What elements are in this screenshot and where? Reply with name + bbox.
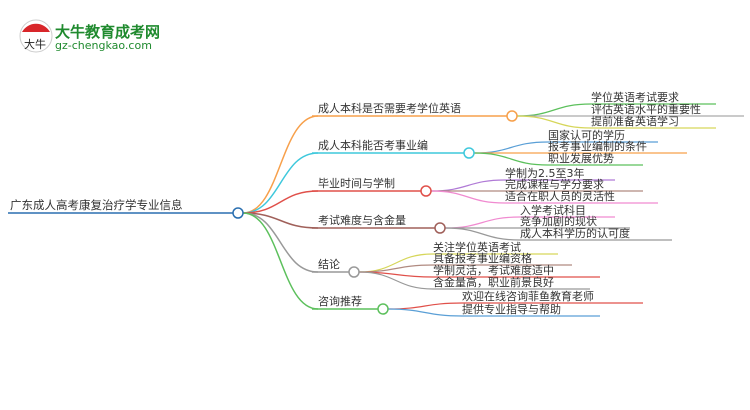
leaf-label[interactable]: 关注学位英语考试	[433, 240, 521, 254]
connector	[358, 253, 434, 273]
branch-2-label[interactable]: 成人本科能否考事业编	[318, 138, 428, 152]
leaf-label[interactable]: 适合在职人员的灵活性	[505, 189, 615, 203]
logo-url: gz-chengkao.com	[55, 39, 152, 52]
leaf-label[interactable]: 国家认可的学历	[548, 128, 625, 142]
leaf-label[interactable]: 学制灵活，考试难度适中	[433, 263, 554, 277]
leaf-label[interactable]: 完成课程与学分要求	[505, 177, 604, 191]
leaf-label[interactable]: 评估英语水平的重要性	[591, 102, 701, 116]
leaf-label[interactable]: 职业发展优势	[548, 151, 614, 165]
leaf-label[interactable]: 入学考试科目	[520, 203, 586, 217]
connector	[430, 190, 506, 204]
connector	[242, 152, 319, 214]
connector	[358, 271, 434, 290]
leaf-label[interactable]: 竞争加剧的现状	[520, 214, 597, 228]
branch-collapse-toggle[interactable]	[348, 266, 360, 278]
connector	[516, 115, 592, 129]
branch-3-label[interactable]: 毕业时间与学制	[318, 176, 395, 190]
leaf-label[interactable]: 提供专业指导与帮助	[462, 302, 561, 316]
root-collapse-toggle[interactable]	[232, 207, 244, 219]
leaf-label[interactable]: 含金量高，职业前景良好	[433, 275, 554, 289]
connector	[444, 227, 521, 241]
branch-collapse-toggle[interactable]	[377, 303, 389, 315]
leaf-label[interactable]: 提前准备英语学习	[591, 114, 679, 128]
connector	[242, 115, 319, 214]
branch-collapse-toggle[interactable]	[434, 222, 446, 234]
connector	[430, 179, 506, 192]
connector	[516, 103, 592, 117]
branch-1-label[interactable]: 成人本科是否需要考学位英语	[318, 101, 461, 115]
branch-4-label[interactable]: 考试难度与含金量	[318, 213, 406, 227]
connector	[387, 308, 463, 317]
logo: 大牛	[18, 18, 158, 54]
connector	[387, 302, 463, 310]
connector	[242, 190, 319, 214]
svg-text:大牛: 大牛	[24, 37, 46, 51]
connector	[242, 212, 319, 229]
branch-collapse-toggle[interactable]	[463, 147, 475, 159]
connector	[473, 152, 549, 166]
branch-collapse-toggle[interactable]	[420, 185, 432, 197]
connector	[242, 212, 319, 310]
logo-mark-icon: 大牛	[19, 19, 53, 53]
leaf-label[interactable]: 报考事业编制的条件	[548, 139, 647, 153]
branch-6-label[interactable]: 咨询推荐	[318, 294, 362, 308]
leaf-label[interactable]: 欢迎在线咨询菲鱼教育老师	[462, 289, 594, 303]
leaf-label[interactable]: 学位英语考试要求	[591, 90, 679, 104]
connector	[242, 212, 319, 273]
logo-title: 大牛教育成考网	[55, 23, 161, 41]
branch-5-label[interactable]: 结论	[318, 257, 340, 271]
leaf-label[interactable]: 学制为2.5至3年	[505, 166, 585, 180]
connector	[444, 216, 521, 229]
root-label[interactable]: 广东成人高考康复治疗学专业信息	[10, 198, 183, 212]
branch-collapse-toggle[interactable]	[506, 110, 518, 122]
leaf-label[interactable]: 成人本科学历的认可度	[520, 226, 630, 240]
leaf-label[interactable]: 具备报考事业编资格	[433, 251, 532, 265]
connector	[473, 141, 549, 154]
